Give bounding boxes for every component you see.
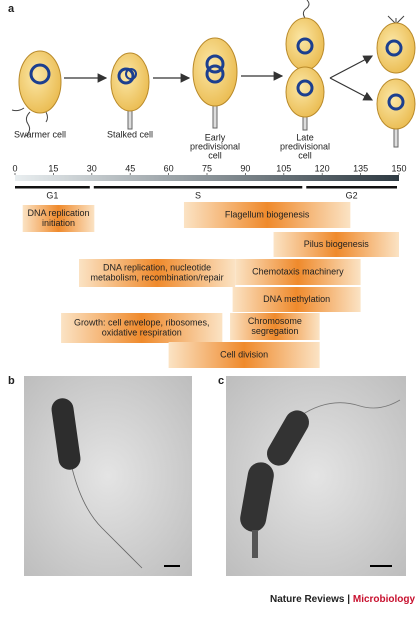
process-label: Growth: cell envelope, ribosomes, <box>74 317 210 327</box>
process-label: DNA replication <box>28 208 90 218</box>
process-label: Chemotaxis machinery <box>252 266 344 276</box>
tick-label: 90 <box>240 163 250 173</box>
arrow <box>329 77 374 101</box>
tick-label: 15 <box>48 163 58 173</box>
phase-bar <box>15 186 90 189</box>
flagellum <box>11 107 25 112</box>
tick-label: 120 <box>315 163 330 173</box>
pilus <box>45 111 48 123</box>
process-label: initiation <box>42 218 75 228</box>
arrow <box>329 55 374 79</box>
cell-cycle-drawing <box>11 0 416 148</box>
process-bar <box>232 287 361 312</box>
phase-label: S <box>195 190 201 200</box>
tick-label: 150 <box>391 163 406 173</box>
process-label: DNA methylation <box>263 294 330 304</box>
process-label: segregation <box>251 326 298 336</box>
time-gradient <box>15 175 399 181</box>
cell <box>376 78 416 130</box>
process-bar <box>183 202 351 228</box>
cell <box>285 66 325 118</box>
tick-label: 105 <box>276 163 291 173</box>
bacterium <box>51 398 81 470</box>
chromosome <box>387 93 405 111</box>
chromosome <box>385 39 403 57</box>
panel-label: c <box>218 375 224 387</box>
arrows <box>64 55 374 101</box>
process-label: metabolism, recombination/repair <box>91 272 224 282</box>
micrograph <box>24 376 192 576</box>
chromosome <box>117 67 135 85</box>
micrograph-b <box>24 376 192 576</box>
pilus <box>25 111 31 137</box>
process-bar <box>168 342 320 368</box>
section: Microbiology <box>353 594 416 605</box>
process-label: Cell division <box>220 349 268 359</box>
flagellum <box>71 467 143 569</box>
stalk <box>252 530 258 558</box>
stalk <box>212 103 218 129</box>
cell-label: Early <box>205 132 226 142</box>
process-label: Flagellum biogenesis <box>225 209 310 219</box>
journal-credit: Nature Reviews | Microbiology <box>270 594 416 605</box>
bacterium <box>240 462 274 532</box>
tick-label: 75 <box>202 163 212 173</box>
cell-label: predivisional <box>280 141 330 151</box>
stalk <box>127 108 133 130</box>
process-bar <box>22 205 95 232</box>
tick-label: 45 <box>125 163 135 173</box>
tick-label: 0 <box>12 163 17 173</box>
cell <box>376 22 416 74</box>
flagellum <box>302 0 310 19</box>
chromosome <box>205 54 225 74</box>
bacterium <box>267 410 309 466</box>
process-bar <box>273 232 399 257</box>
cell-label: cell <box>208 150 222 160</box>
flagellum <box>299 399 401 417</box>
cell-label: predivisional <box>190 141 240 151</box>
process-bar <box>61 313 223 343</box>
process-bar <box>79 259 236 287</box>
journal: Nature Reviews <box>270 594 345 605</box>
phase-bar <box>93 186 303 189</box>
stalk <box>393 126 399 148</box>
tick-label: 135 <box>353 163 368 173</box>
panel-label: b <box>8 375 15 387</box>
cell-label: Late <box>296 132 314 142</box>
process-label: Pilus biogenesis <box>304 239 370 249</box>
cell-label: cell <box>298 150 312 160</box>
cell-label: Stalked cell <box>107 129 153 139</box>
process-bar <box>235 259 361 285</box>
chromosome <box>296 79 314 97</box>
process-bar <box>230 313 320 340</box>
phase-bar <box>306 186 397 189</box>
tick-label: 60 <box>164 163 174 173</box>
process-label: Chromosome <box>248 316 302 326</box>
process-label: DNA replication, nucleotide <box>103 262 211 272</box>
cell-label: Swarmer cell <box>14 129 66 139</box>
cell <box>285 17 325 71</box>
panel-label: a <box>8 3 15 15</box>
chromosome <box>125 68 137 80</box>
separator: | <box>347 594 350 605</box>
micrograph-c <box>226 376 406 576</box>
chromosome <box>205 64 225 84</box>
chromosome <box>296 37 314 55</box>
phase-label: G1 <box>46 190 58 200</box>
process-label: oxidative respiration <box>102 327 182 337</box>
phase-label: G2 <box>346 190 358 200</box>
chromosome <box>29 63 51 85</box>
tick-label: 30 <box>87 163 97 173</box>
